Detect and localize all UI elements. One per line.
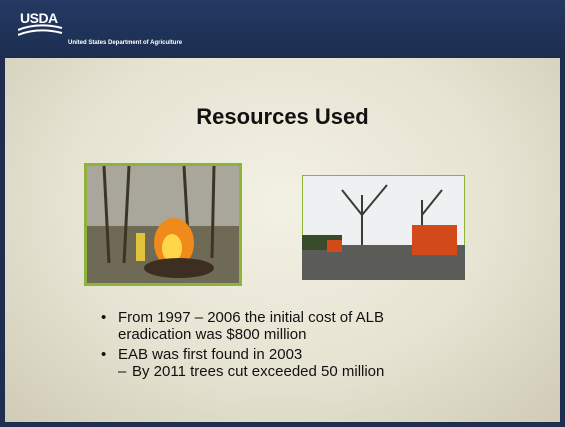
header: USDA United States Department of Agricul… — [0, 0, 565, 58]
bullet: From 1997 – 2006 the initial cost of ALB… — [118, 309, 458, 343]
sub-bullet: By 2011 trees cut exceeded 50 million — [118, 363, 458, 380]
slide: USDA United States Department of Agricul… — [0, 0, 565, 427]
slide-title: Resources Used — [0, 104, 565, 130]
logo-text: USDA — [20, 10, 58, 26]
sub-bullet-text: By 2011 trees cut exceeded 50 million — [132, 363, 384, 380]
agency-name: United States Department of Agriculture — [68, 40, 182, 46]
bullet-text: From 1997 – 2006 the initial cost of ALB… — [118, 309, 384, 343]
photo-fire — [84, 163, 242, 286]
bullet: EAB was first found in 2003 By 2011 tree… — [118, 346, 458, 380]
photo-trees — [302, 175, 465, 280]
bullet-text: EAB was first found in 2003 — [118, 346, 302, 363]
bullet-list: From 1997 – 2006 the initial cost of ALB… — [100, 309, 458, 383]
